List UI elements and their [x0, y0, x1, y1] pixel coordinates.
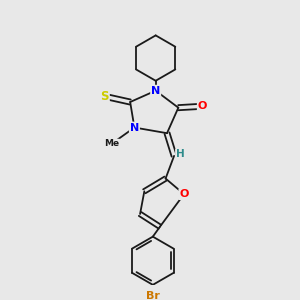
Text: Me: Me: [104, 140, 119, 148]
Text: N: N: [130, 122, 139, 133]
Text: N: N: [151, 86, 160, 96]
Text: O: O: [179, 189, 189, 199]
Text: S: S: [100, 90, 109, 103]
Text: H: H: [176, 149, 185, 159]
Text: O: O: [198, 101, 207, 111]
Text: Br: Br: [146, 291, 160, 300]
